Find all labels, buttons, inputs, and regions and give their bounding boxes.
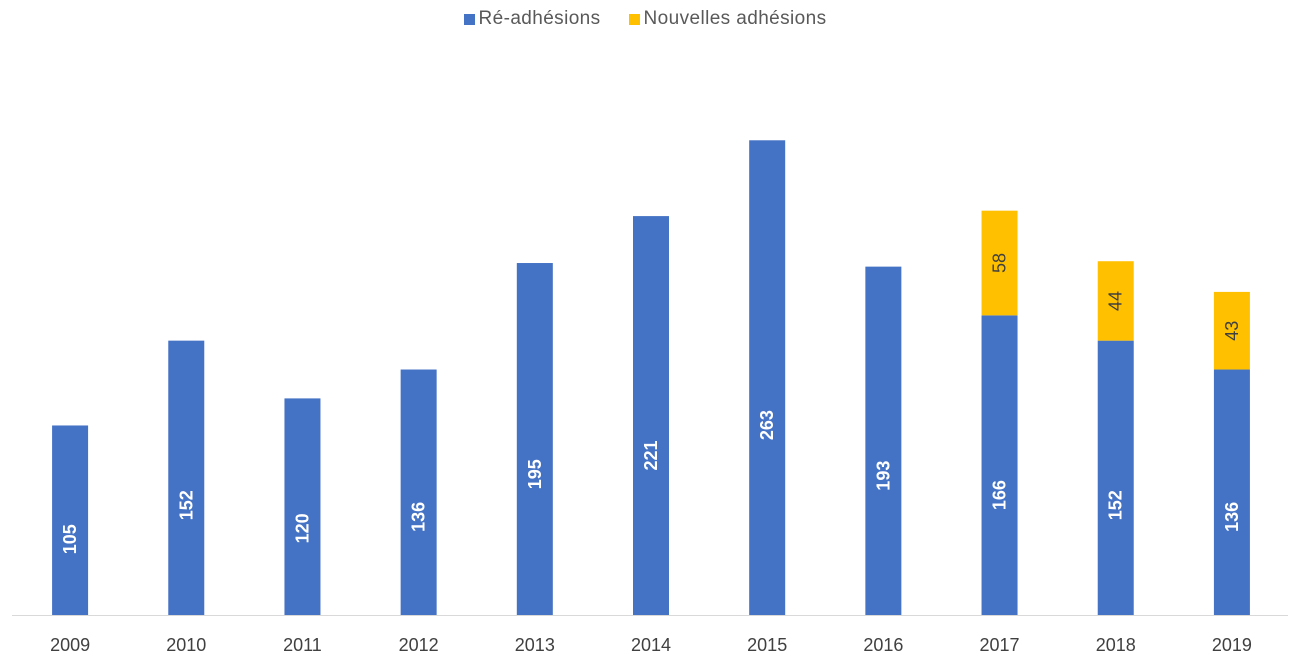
bar-readhesions-2010 bbox=[168, 340, 205, 615]
x-tick-label-2019: 2019 bbox=[1212, 635, 1252, 655]
bar-readhesions-2018 bbox=[1097, 340, 1134, 615]
data-label-nouvelles-2019: 43 bbox=[1222, 321, 1242, 341]
x-tick-label-2015: 2015 bbox=[747, 635, 787, 655]
legend: Ré-adhésions Nouvelles adhésions bbox=[0, 8, 1290, 30]
x-tick-label-2011: 2011 bbox=[283, 635, 322, 655]
x-tick-label-2010: 2010 bbox=[166, 635, 206, 655]
data-label-nouvelles-2018: 44 bbox=[1106, 291, 1126, 311]
data-label-readhesions-2015: 263 bbox=[757, 410, 777, 440]
legend-item-readhesions: Ré-adhésions bbox=[463, 8, 601, 30]
bar-readhesions-2014 bbox=[633, 216, 669, 615]
x-tick-label-2016: 2016 bbox=[863, 635, 903, 655]
data-label-readhesions-2014: 221 bbox=[641, 440, 661, 470]
legend-item-nouvelles: Nouvelles adhésions bbox=[628, 8, 827, 30]
data-label-readhesions-2018: 152 bbox=[1106, 490, 1126, 520]
data-label-readhesions-2009: 105 bbox=[60, 524, 80, 554]
bar-readhesions-2013 bbox=[516, 263, 553, 615]
bar-readhesions-2009 bbox=[52, 425, 89, 615]
legend-swatch-nouvelles bbox=[628, 13, 640, 25]
data-label-readhesions-2019: 136 bbox=[1222, 502, 1242, 532]
bar-readhesions-2019 bbox=[1213, 369, 1250, 615]
data-label-readhesions-2010: 152 bbox=[176, 490, 196, 520]
legend-label-readhesions: Ré-adhésions bbox=[478, 8, 601, 29]
data-label-readhesions-2011: 120 bbox=[292, 513, 312, 543]
bar-readhesions-2011 bbox=[284, 398, 321, 615]
data-label-readhesions-2012: 136 bbox=[409, 502, 429, 532]
bar-readhesions-2015 bbox=[749, 140, 786, 615]
data-label-readhesions-2017: 166 bbox=[990, 480, 1010, 510]
x-tick-label-2018: 2018 bbox=[1096, 635, 1136, 655]
x-tick-label-2012: 2012 bbox=[399, 635, 439, 655]
bar-readhesions-2017 bbox=[981, 315, 1018, 615]
x-tick-label-2013: 2013 bbox=[515, 635, 555, 655]
x-tick-label-2009: 2009 bbox=[50, 635, 90, 655]
x-tick-label-2014: 2014 bbox=[631, 635, 671, 655]
legend-swatch-readhesions bbox=[463, 13, 475, 25]
bar-nouvelles-2018 bbox=[1097, 261, 1134, 341]
legend-label-nouvelles: Nouvelles adhésions bbox=[643, 8, 827, 29]
bar-nouvelles-2019 bbox=[1213, 291, 1250, 370]
data-label-nouvelles-2017: 58 bbox=[990, 253, 1010, 273]
data-label-readhesions-2016: 193 bbox=[873, 461, 893, 491]
bar-readhesions-2016 bbox=[865, 266, 902, 615]
bar-readhesions-2012 bbox=[400, 369, 437, 615]
bar-nouvelles-2017 bbox=[981, 210, 1018, 316]
data-label-readhesions-2013: 195 bbox=[525, 459, 545, 489]
x-tick-label-2017: 2017 bbox=[980, 635, 1020, 655]
